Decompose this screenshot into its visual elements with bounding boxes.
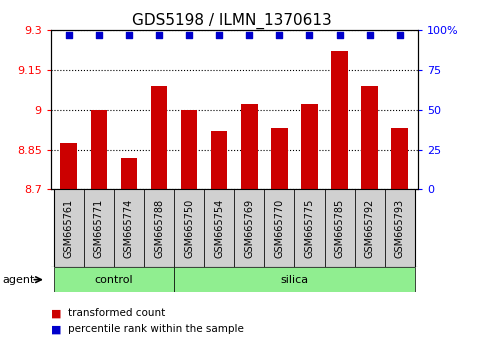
Text: GSM665761: GSM665761	[64, 199, 74, 258]
Bar	[241, 104, 257, 189]
Bar	[361, 86, 378, 189]
Bar	[301, 104, 318, 189]
Text: silica: silica	[280, 275, 309, 285]
Bar	[234, 189, 264, 267]
Bar	[295, 189, 325, 267]
Point	[336, 32, 343, 38]
Bar	[144, 189, 174, 267]
Text: GDS5198 / ILMN_1370613: GDS5198 / ILMN_1370613	[132, 12, 332, 29]
Point	[275, 32, 283, 38]
Point	[366, 32, 373, 38]
Bar	[355, 189, 384, 267]
Text: GSM665771: GSM665771	[94, 199, 104, 258]
Text: GSM665788: GSM665788	[154, 199, 164, 258]
Text: transformed count: transformed count	[68, 308, 165, 318]
Bar	[271, 128, 288, 189]
Bar	[91, 110, 107, 189]
Text: GSM665754: GSM665754	[214, 199, 224, 258]
Text: GSM665770: GSM665770	[274, 199, 284, 258]
Bar	[114, 189, 144, 267]
Text: GSM665785: GSM665785	[335, 199, 344, 258]
Bar	[181, 110, 198, 189]
Bar	[84, 189, 114, 267]
Point	[245, 32, 253, 38]
Text: GSM665793: GSM665793	[395, 199, 405, 258]
Bar	[384, 189, 415, 267]
Text: ■: ■	[51, 308, 61, 318]
Bar	[331, 51, 348, 189]
Bar	[174, 189, 204, 267]
Bar	[264, 189, 295, 267]
Bar	[151, 86, 167, 189]
Bar	[174, 267, 415, 292]
Text: GSM665774: GSM665774	[124, 199, 134, 258]
Point	[306, 32, 313, 38]
Text: GSM665750: GSM665750	[184, 199, 194, 258]
Bar	[54, 267, 174, 292]
Bar	[204, 189, 234, 267]
Bar	[325, 189, 355, 267]
Point	[185, 32, 193, 38]
Text: ■: ■	[51, 324, 61, 334]
Point	[155, 32, 163, 38]
Point	[65, 32, 72, 38]
Point	[95, 32, 103, 38]
Point	[125, 32, 133, 38]
Bar	[391, 128, 408, 189]
Text: GSM665775: GSM665775	[304, 199, 314, 258]
Text: agent: agent	[2, 275, 35, 285]
Text: GSM665792: GSM665792	[365, 199, 375, 258]
Point	[396, 32, 404, 38]
Bar	[60, 143, 77, 189]
Bar	[211, 131, 227, 189]
Bar	[54, 189, 84, 267]
Text: control: control	[95, 275, 133, 285]
Bar	[121, 158, 137, 189]
Text: GSM665769: GSM665769	[244, 199, 254, 258]
Point	[215, 32, 223, 38]
Text: percentile rank within the sample: percentile rank within the sample	[68, 324, 243, 334]
